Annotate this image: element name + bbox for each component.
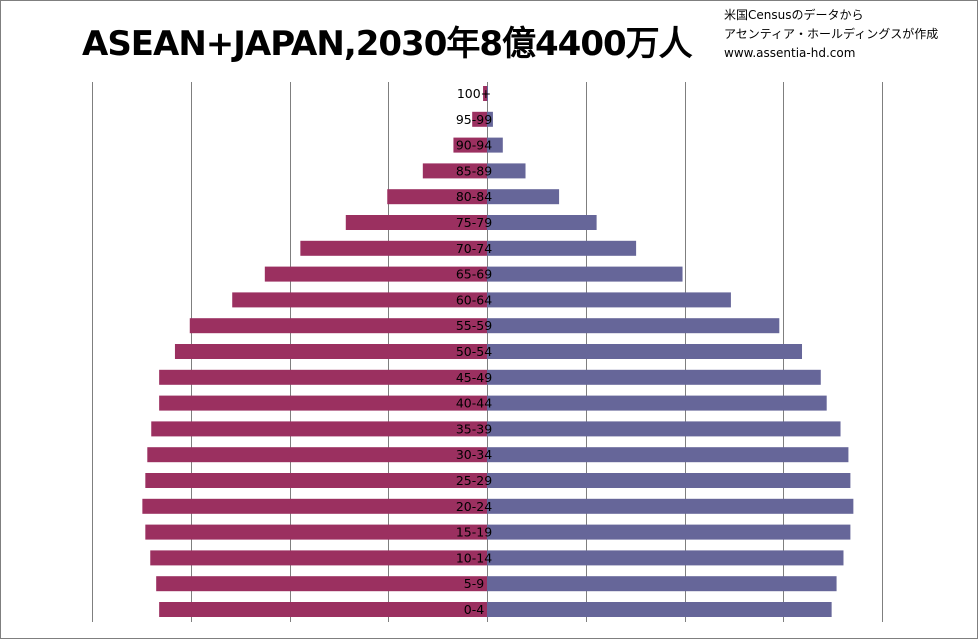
- credit-line-author: アセンティア・ホールディングスが作成: [724, 27, 939, 41]
- category-label: 75-79: [456, 215, 492, 230]
- category-label: 95-99: [456, 112, 492, 127]
- category-label: 15-19: [456, 525, 492, 540]
- bar-left-85-89: [422, 163, 487, 179]
- bar-left-35-39: [151, 421, 487, 437]
- credit-line-url: www.assentia-hd.com: [724, 46, 856, 60]
- bar-left-10-14: [150, 550, 487, 566]
- bar-right-75-79: [487, 215, 597, 230]
- category-label: 80-84: [456, 189, 492, 204]
- credit-line-source: 米国Censusのデータから: [724, 8, 864, 22]
- bar-right-10-14: [487, 550, 844, 566]
- bar-left-60-64: [232, 292, 487, 308]
- category-label: 10-14: [456, 550, 492, 565]
- bar-left-0-4: [159, 602, 487, 617]
- bar-right-100+: [487, 86, 488, 101]
- bar-left-5-9: [156, 576, 487, 592]
- bar-right-40-44: [487, 395, 827, 411]
- category-label: 90-94: [456, 138, 492, 153]
- bar-right-70-74: [487, 240, 637, 256]
- bar-left-30-34: [147, 447, 488, 463]
- bar-right-45-49: [487, 369, 821, 385]
- bar-right-30-34: [487, 447, 849, 463]
- bar-left-45-49: [159, 369, 487, 385]
- bar-right-50-54: [487, 344, 803, 359]
- bar-left-20-24: [142, 498, 488, 514]
- category-label: 85-89: [456, 163, 492, 178]
- bar-right-90-94: [487, 137, 503, 153]
- bar-right-15-19: [487, 524, 851, 540]
- chart-title: ASEAN+JAPAN,2030年8億4400万人: [82, 24, 693, 64]
- category-label: 45-49: [456, 370, 492, 385]
- bar-right-5-9: [487, 576, 837, 592]
- bar-left-70-74: [300, 240, 487, 256]
- category-label: 55-59: [456, 318, 492, 333]
- category-label: 35-39: [456, 421, 492, 436]
- category-label: 70-74: [456, 241, 492, 256]
- bar-right-60-64: [487, 292, 731, 308]
- bar-left-40-44: [159, 395, 487, 411]
- category-label: 30-34: [456, 447, 492, 462]
- category-label: 5-9: [464, 576, 484, 591]
- bar-right-85-89: [487, 163, 526, 179]
- bar-left-95-99: [472, 111, 487, 127]
- bar-left-100+: [483, 86, 487, 101]
- bar-right-80-84: [487, 189, 560, 205]
- bar-left-25-29: [145, 473, 487, 488]
- category-label: 65-69: [456, 267, 492, 282]
- bar-left-55-59: [189, 318, 487, 334]
- bar-left-80-84: [387, 189, 487, 205]
- bar-right-65-69: [487, 266, 683, 282]
- bar-right-0-4: [487, 602, 832, 617]
- bar-right-20-24: [487, 498, 854, 514]
- category-label: 20-24: [456, 499, 492, 514]
- bar-right-95-99: [487, 111, 493, 127]
- bar-left-15-19: [145, 524, 487, 540]
- bar-right-35-39: [487, 421, 841, 437]
- bar-left-50-54: [174, 344, 487, 359]
- category-label: 50-54: [456, 344, 492, 359]
- bar-right-25-29: [487, 473, 851, 488]
- category-label: 100+: [457, 86, 491, 101]
- bar-left-75-79: [345, 215, 487, 230]
- bar-left-65-69: [264, 266, 487, 282]
- category-label: 0-4: [464, 602, 484, 617]
- bar-right-55-59: [487, 318, 780, 334]
- category-label: 40-44: [456, 396, 492, 411]
- bar-left-90-94: [453, 137, 487, 153]
- category-label: 60-64: [456, 292, 492, 307]
- category-label: 25-29: [456, 473, 492, 488]
- source-credit: 米国Censusのデータから アセンティア・ホールディングスが作成 www.as…: [724, 6, 974, 63]
